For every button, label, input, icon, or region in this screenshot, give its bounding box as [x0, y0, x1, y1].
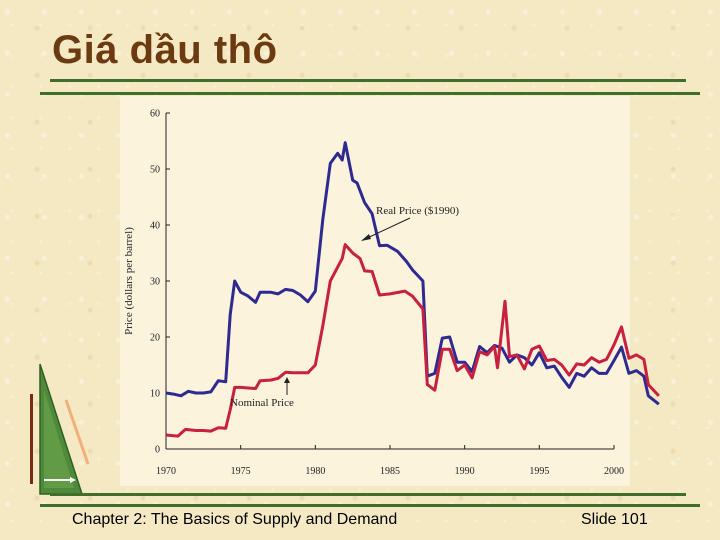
footer-slide-number: Slide 101 [581, 511, 648, 528]
real-price-line [165, 141, 660, 406]
nominal-price-line [165, 243, 660, 438]
y-tick-label: 30 [150, 277, 160, 288]
real-price-arrowhead [361, 234, 371, 241]
title-rule-lower [40, 92, 700, 95]
x-tick-label: 1985 [380, 466, 400, 477]
x-tick-label: 2000 [604, 466, 624, 477]
y-tick-label: 60 [150, 109, 160, 120]
chart-axes: Price (dollars per barrel) [123, 113, 614, 450]
footer-rule-upper [50, 493, 686, 496]
chart-panel [120, 96, 630, 486]
footer-chapter: Chapter 2: The Basics of Supply and Dema… [72, 511, 398, 528]
nominal-price-arrowhead [284, 377, 290, 383]
triangle-ruler-icon [30, 363, 90, 495]
slide-title: Giá dầu thô [52, 28, 278, 72]
chart-ticks: 0 10 20 30 40 50 60 1970 1975 1980 1985 1990 1995 200… [150, 109, 624, 478]
real-price-arrow [362, 217, 411, 241]
real-price-annotation: Real Price ($1990) [376, 205, 459, 217]
x-tick-label: 1970 [156, 466, 176, 477]
x-tick-label: 1980 [305, 466, 325, 477]
x-tick-label: 1975 [231, 466, 251, 477]
nominal-price-annotation: Nominal Price [230, 397, 294, 409]
y-tick-label: 10 [150, 389, 160, 400]
chart-series [165, 141, 660, 438]
x-tick-label: 1990 [455, 466, 475, 477]
title-rule-upper [50, 79, 686, 82]
y-tick-label: 20 [150, 333, 160, 344]
y-axis-label: Price (dollars per barrel) [123, 227, 135, 335]
y-tick-label: 50 [150, 165, 160, 176]
footer-rule-lower [40, 504, 700, 507]
chart-annotations: Real Price ($1990) Nominal Price [230, 205, 459, 409]
x-tick-label: 1995 [529, 466, 549, 477]
y-tick-label: 0 [155, 445, 160, 456]
y-tick-label: 40 [150, 221, 160, 232]
